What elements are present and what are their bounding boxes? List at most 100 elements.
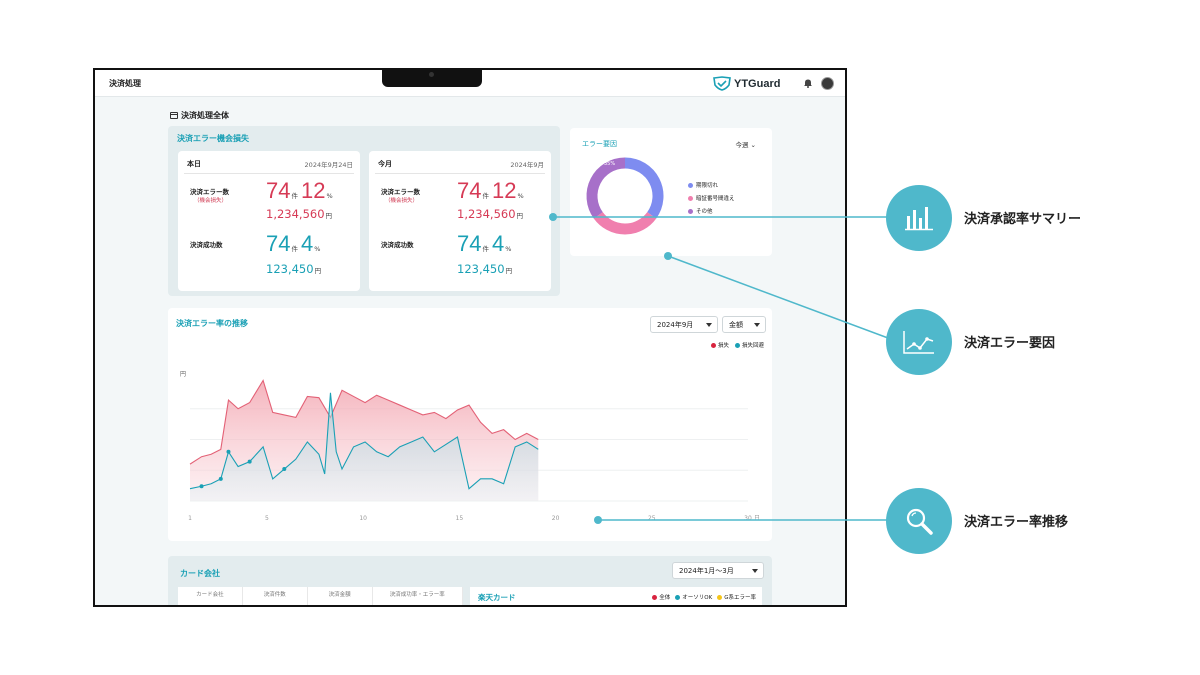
today-card: 本日 2024年9月24日 決済エラー数 （機会損失） 74件 12% 1,234… [178,151,360,291]
legend-dot-icon [710,342,716,348]
success-amount-row: 123,450円 [266,262,321,276]
donut-chart: 35% [586,157,664,235]
success-count-unit: 件 [482,245,489,253]
legend-label: 期限切れ [696,183,719,189]
error-amount-unit: 円 [325,212,333,220]
data-point[interactable] [226,449,231,454]
card-heading: 今月 [378,160,392,168]
x-tick-label: 25 [648,515,656,522]
column-header[interactable]: 決済件数 [243,587,308,605]
legend-label: その他 [696,209,713,215]
success-count-label: 決済成功数 [381,241,414,249]
x-tick-label: 1 [188,515,192,522]
callout-label-trend: 決済エラー率推移 [964,515,1069,530]
legend-item: その他 [688,207,735,215]
magnifier-icon [886,488,952,554]
error-amount: 1,234,560 [266,207,325,221]
device-frame: 決済処理 YTGuard 決済処理全体 決済エラー機会損失 本日 2024年9月… [93,68,847,607]
line-chart-icon [886,309,952,375]
x-tick-label: 10 [359,515,367,522]
y-axis-unit: 円 [180,371,186,378]
success-rate: 4 [491,231,505,256]
success-stats: 74件 4% [457,231,514,257]
company-table-header: カード会社 決済件数 決済金額 決済成功率・エラー率 [178,587,463,605]
card-icon [170,112,178,119]
legend-label: 全体 [659,595,671,601]
error-count-label: 決済エラー数 [190,188,229,196]
error-count-unit: 件 [482,192,489,200]
x-tick-label: 30 [744,515,752,522]
card-heading: 本日 [187,160,201,168]
bar-chart-icon [886,185,952,251]
legend-dot-icon [688,195,693,201]
data-point[interactable] [218,476,223,481]
error-amount-row: 1,234,560円 [457,207,523,221]
card-date: 2024年9月 [510,161,544,169]
caret-down-icon [706,323,712,327]
month-card: 今月 2024年9月 決済エラー数 （機会損失） 74件 12% 1,234,56… [369,151,551,291]
card-detail-legend: 全体 オーソリOK G系エラー率 [652,593,756,601]
data-point[interactable] [199,484,204,489]
error-rate: 12 [491,178,517,203]
donut-slice[interactable] [624,157,664,219]
legend-item: 暗証番号間違え [688,194,735,202]
success-stats: 74件 4% [266,231,323,257]
card-detail-panel: 楽天カード 全体 オーソリOK G系エラー率 [470,587,762,605]
logo-text: YTGuard [734,77,781,90]
chevron-down-icon: ⌄ [750,141,756,149]
legend-dot-icon [688,208,693,214]
metric-select[interactable]: 金額 [722,316,766,333]
error-count: 74 [457,178,482,203]
legend-label: 損失 [717,343,729,349]
logo[interactable]: YTGuard [713,76,780,91]
donut-legend: 期限切れ暗証番号間違えその他 [688,181,735,220]
legend-dot-icon [652,594,658,600]
trend-title: 決済エラー率の推移 [176,319,248,328]
series-line[interactable] [189,392,539,490]
loss-panel: 決済エラー機会損失 本日 2024年9月24日 決済エラー数 （機会損失） 74… [168,126,560,296]
success-amount-row: 123,450円 [457,262,512,276]
column-header[interactable]: 決済金額 [308,587,373,605]
success-rate-unit: % [314,245,321,253]
error-amount-row: 1,234,560円 [266,207,332,221]
column-header[interactable]: カード会社 [178,587,243,605]
success-count: 74 [457,231,482,256]
section-title-text: 決済処理全体 [181,111,229,120]
legend-item: G系エラー率 [717,593,756,601]
caret-down-icon [752,569,758,573]
error-rate: 12 [300,178,326,203]
x-tick-label: 20 [552,515,560,522]
avatar-icon[interactable] [821,77,834,90]
data-point[interactable] [282,467,287,472]
legend-dot-icon [717,594,723,600]
column-header[interactable]: 決済成功率・エラー率 [373,587,463,605]
series-line[interactable] [189,379,539,465]
error-amount-unit: 円 [516,212,524,220]
period-select-value: 2024年1月〜3月 [679,566,734,575]
error-factor-title: エラー要因 [582,140,617,148]
error-count-unit: 件 [291,192,298,200]
period-value: 今週 [735,141,749,149]
callout-label-factor: 決済エラー要因 [964,336,1056,351]
legend-dot-icon [688,182,693,188]
error-stats: 74件 12% [266,178,336,204]
company-panel: カード会社 2024年1月〜3月 カード会社 決済件数 決済金額 決済成功率・エ… [168,556,772,605]
error-stats: 74件 12% [457,178,527,204]
legend-label: オーソリOK [682,595,713,601]
loss-panel-title: 決済エラー機会損失 [177,134,249,143]
error-rate-unit: % [326,192,333,200]
error-rate-unit: % [517,192,524,200]
month-select[interactable]: 2024年9月 [650,316,718,333]
legend-dot-icon [675,594,681,600]
card-detail-title: 楽天カード [478,593,516,602]
section-title: 決済処理全体 [170,110,229,121]
error-factor-card: エラー要因 今週 ⌄ 35% 期限切れ暗証番号間違えその他 [570,128,772,256]
period-select[interactable]: 2024年1月〜3月 [672,562,764,579]
donut-slice[interactable] [586,157,626,219]
app-title: 決済処理 [109,79,141,88]
period-dropdown[interactable]: 今週 ⌄ [735,139,756,149]
bell-icon[interactable] [803,78,813,88]
donut-slice[interactable] [593,211,657,235]
data-point[interactable] [247,459,252,464]
success-count-label: 決済成功数 [190,241,223,249]
